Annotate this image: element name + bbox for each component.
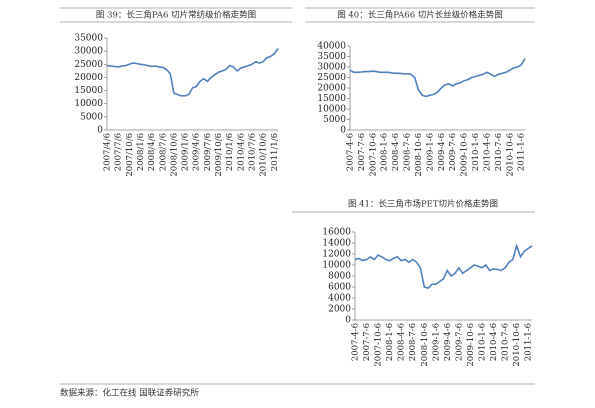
x-tick-label: 2007/4/6 <box>103 133 113 171</box>
x-tick-label: 2008-1-6 <box>380 133 390 171</box>
x-tick-label: 2010-1-6 <box>477 323 487 361</box>
x-tick-label: 2008/4/6 <box>147 133 157 171</box>
x-tick-label: 2007-7-6 <box>357 133 367 171</box>
source-note: 数据来源：化工在线 国联证券研究所 <box>60 388 199 399</box>
x-tick-label: 2010-10-6 <box>512 323 522 367</box>
x-tick-label: 2008-4-6 <box>391 133 401 171</box>
x-tick-label: 2008/1/6 <box>136 133 146 171</box>
y-tick-label: 12000 <box>322 250 351 260</box>
x-tick-label: 2011-1-6 <box>517 133 527 171</box>
x-tick-label: 2008-1-6 <box>385 323 395 361</box>
chart-title: 图 39：长三角PA6 切片常纺级价格走势图 <box>96 10 256 21</box>
price-line <box>106 48 279 97</box>
y-tick-label: 25000 <box>317 73 346 83</box>
y-tick-label: 20000 <box>74 73 103 83</box>
x-tick-label: 2009-10-6 <box>466 323 476 367</box>
x-tick-label: 2010-7-6 <box>501 323 511 361</box>
x-tick-label: 2007/7/6 <box>114 133 124 171</box>
x-tick-label: 2007/10/6 <box>125 133 135 177</box>
x-tick-label: 2010/10/6 <box>259 133 269 177</box>
y-tick-label: 30000 <box>74 47 103 57</box>
y-tick-label: 5000 <box>323 115 346 125</box>
x-tick-label: 2009-1-6 <box>431 323 441 361</box>
x-tick-label: 2009-1-6 <box>425 133 435 171</box>
y-tick-label: 5000 <box>80 112 103 122</box>
x-tick-label: 2009-10-6 <box>460 133 470 177</box>
x-tick-label: 2007-10-6 <box>374 323 384 367</box>
y-tick-label: 10000 <box>322 261 351 271</box>
x-tick-label: 2007-4-6 <box>346 133 356 171</box>
y-tick-label: 35000 <box>74 34 103 44</box>
y-tick-label: 4000 <box>328 294 351 304</box>
x-tick-label: 2010-4-6 <box>489 323 499 361</box>
x-tick-label: 2009-7-6 <box>454 323 464 361</box>
chart-title: 图 40：长三角PA66 切片长丝级价格走势图 <box>337 10 503 21</box>
x-tick-label: 2009-4-6 <box>443 323 453 361</box>
x-tick-label: 2010-7-6 <box>494 133 504 171</box>
x-tick-label: 2009/10/6 <box>214 133 224 177</box>
y-tick-label: 14000 <box>322 239 351 249</box>
x-tick-label: 2008-4-6 <box>397 323 407 361</box>
x-tick-label: 2008/10/6 <box>169 133 179 177</box>
x-tick-label: 2008-7-6 <box>403 133 413 171</box>
x-tick-label: 2010-4-6 <box>482 133 492 171</box>
y-tick-label: 35000 <box>317 52 346 62</box>
x-tick-label: 2008-7-6 <box>408 323 418 361</box>
x-tick-label: 2010-10-6 <box>505 133 515 177</box>
x-tick-label: 2009-7-6 <box>448 133 458 171</box>
y-tick-label: 20000 <box>317 84 346 94</box>
x-tick-label: 2010/7/6 <box>247 133 257 171</box>
y-tick-label: 30000 <box>317 63 346 73</box>
x-tick-label: 2009/7/6 <box>203 133 213 171</box>
x-tick-label: 2008/7/6 <box>158 133 168 171</box>
y-tick-label: 15000 <box>74 86 103 96</box>
y-tick-label: 15000 <box>317 94 346 104</box>
x-tick-label: 2008-10-6 <box>420 323 430 367</box>
x-tick-label: 2007-4-6 <box>351 323 361 361</box>
y-tick-label: 40000 <box>317 42 346 52</box>
y-tick-label: 6000 <box>328 283 351 293</box>
y-tick-label: 2000 <box>328 305 351 315</box>
price-line <box>354 243 533 289</box>
y-tick-label: 25000 <box>74 60 103 70</box>
x-tick-label: 2009/4/6 <box>192 133 202 171</box>
y-tick-label: 10000 <box>74 99 103 109</box>
x-tick-label: 2011-1-6 <box>524 323 534 361</box>
x-tick-label: 2008-10-6 <box>414 133 424 177</box>
price-line <box>349 58 526 98</box>
x-tick-label: 2011/1/6 <box>270 133 280 171</box>
x-tick-label: 2010/4/6 <box>236 133 246 171</box>
chart-title: 图 41：长三角市场PET切片价格走势图 <box>348 199 498 210</box>
y-tick-label: 0 <box>345 316 351 326</box>
y-tick-label: 0 <box>340 126 346 136</box>
x-tick-label: 2007-10-6 <box>368 133 378 177</box>
x-tick-label: 2007-7-6 <box>362 323 372 361</box>
x-tick-label: 2009-4-6 <box>437 133 447 171</box>
y-tick-label: 8000 <box>328 272 351 282</box>
y-tick-label: 0 <box>97 126 103 136</box>
x-tick-label: 2010-1-6 <box>471 133 481 171</box>
y-tick-label: 10000 <box>317 105 346 115</box>
y-tick-label: 16000 <box>322 228 351 238</box>
x-tick-label: 2009/1/6 <box>181 133 191 171</box>
x-tick-label: 2010/1/6 <box>225 133 235 171</box>
